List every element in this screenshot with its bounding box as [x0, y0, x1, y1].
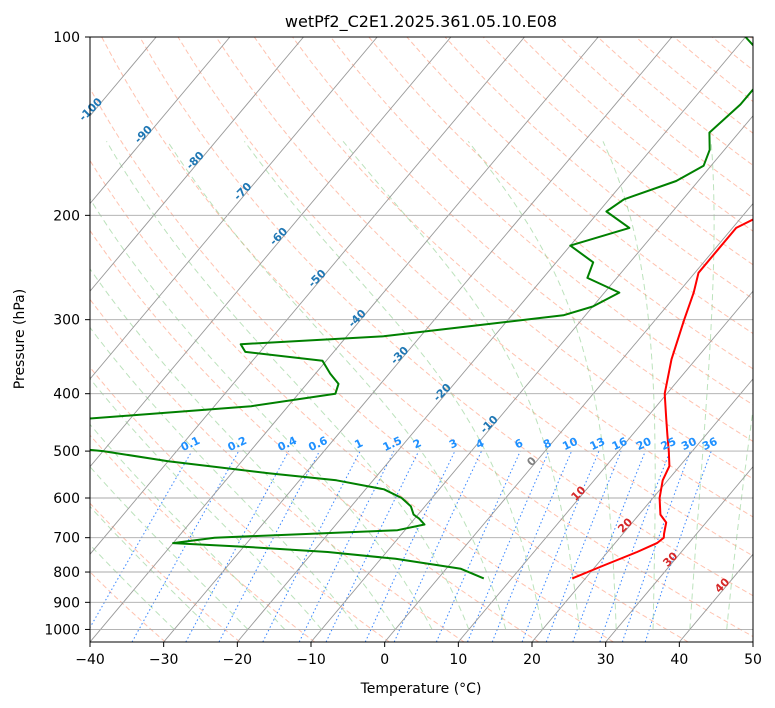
mixing-ratio-line: [467, 450, 550, 642]
y-axis-title: Pressure (hPa): [12, 289, 28, 389]
isotherm-line: [163, 37, 673, 642]
mixing-ratio-label: 20: [634, 435, 654, 453]
dry-adiabat-line: [90, 298, 465, 642]
mixing-ratio-line: [599, 450, 671, 642]
mixing-ratio-line: [185, 450, 290, 642]
x-tick-label: −40: [75, 652, 105, 668]
y-tick-label: 200: [53, 208, 80, 224]
dry-adiabat-line: [177, 37, 753, 557]
moist-adiabat-line: [90, 423, 286, 630]
dry-adiabat-line: [139, 37, 753, 597]
mixing-ratio-line: [298, 450, 395, 642]
y-tick-label: 500: [53, 444, 80, 460]
x-tick-label: −20: [223, 652, 253, 668]
y-tick-label: 700: [53, 531, 80, 547]
dry-adiabat-line: [749, 37, 753, 40]
isotherm-line: [457, 290, 753, 642]
moist-adiabat-line: [243, 141, 543, 630]
chart-title: wetPf2_C2E1.2025.361.05.10.E08: [285, 12, 557, 32]
y-tick-label: 600: [53, 491, 80, 507]
moist-adiabat-line: [726, 406, 753, 630]
mixing-ratio-label: 25: [659, 435, 678, 453]
mixing-ratio-line: [545, 450, 622, 642]
isotherm-line: [752, 641, 753, 642]
mixing-ratio-line: [218, 450, 320, 642]
grid-lines: [0, 37, 753, 642]
x-tick-label: 0: [380, 652, 389, 668]
y-tick-label: 800: [53, 565, 80, 581]
profile-series: [90, 37, 753, 580]
x-tick-label: 30: [597, 652, 615, 668]
moist-adiabat-line: [602, 141, 656, 630]
x-tick-label: −30: [149, 652, 179, 668]
moist-adiabat-line: [689, 141, 715, 630]
y-tick-label: 400: [53, 387, 80, 403]
mixing-ratio-line: [572, 450, 646, 642]
dry-adiabat-line: [90, 159, 614, 642]
x-tick-label: 10: [449, 652, 467, 668]
mixing-ratio-line: [521, 450, 600, 642]
dewpoint-line: [90, 37, 753, 580]
dry-adiabat-line: [368, 37, 753, 370]
temperature-line: [571, 218, 753, 580]
plot-background: [90, 37, 753, 642]
isotherm-line: [0, 37, 9, 642]
x-tick-label: 40: [670, 652, 688, 668]
mixing-ratio-label: 13: [588, 435, 607, 453]
isotherm-line: [90, 37, 231, 205]
dry-adiabat-line: [90, 229, 540, 642]
isotherm-line: [90, 37, 525, 555]
isotherm-line: [90, 37, 378, 380]
isotherm-line: [384, 202, 753, 642]
isotherm-line: [310, 115, 753, 642]
mixing-ratio-label: 36: [700, 435, 720, 453]
y-tick-label: 100: [53, 30, 80, 46]
y-tick-label: 300: [53, 313, 80, 329]
isotherm-line: [531, 378, 753, 642]
x-tick-label: 50: [744, 652, 762, 668]
plot-frame: [89, 36, 754, 643]
moist-adiabat-line: [90, 198, 433, 630]
y-tick-label: 900: [53, 595, 80, 611]
moist-adiabat-line: [342, 140, 580, 630]
mixing-ratio-label: 30: [679, 435, 699, 453]
x-tick-label: −10: [296, 652, 326, 668]
mixing-ratio-line: [435, 450, 521, 642]
moist-adiabat-line: [90, 326, 359, 630]
mixing-ratio-label: 10: [560, 435, 580, 453]
isotherm-line: [90, 37, 599, 642]
x-tick-label: 20: [523, 652, 541, 668]
moist-adiabat-line: [167, 141, 507, 630]
dry-adiabat-line: [444, 37, 753, 300]
isotherm-line: [90, 37, 452, 468]
isotherm-line: [605, 465, 753, 642]
mixing-ratio-line: [621, 450, 691, 642]
moist-adiabat-line: [106, 141, 470, 630]
dry-adiabat-line: [90, 502, 241, 642]
moist-adiabat-line: [90, 268, 396, 630]
dry-adiabat-line: [215, 37, 753, 518]
x-axis-title: Temperature (°C): [360, 681, 482, 697]
dry-adiabat-line: [90, 366, 390, 642]
moist-adiabat-line: [90, 466, 249, 630]
axis-ticks: −40 −30 −20 −10 0 10 20 30 40 50 100 200 300 400 500 60…: [44, 30, 762, 668]
mixing-ratio-line: [644, 450, 712, 642]
y-tick-label: 1000: [44, 622, 80, 638]
dry-adiabat-line: [90, 434, 316, 642]
mixing-ratio-label: 16: [610, 435, 630, 453]
isotherm-line: [236, 37, 746, 642]
dry-adiabat-line: [90, 87, 689, 642]
mixing-ratio-line: [262, 450, 361, 642]
dry-adiabat-line: [330, 37, 753, 406]
moist-adiabat-line: [90, 377, 322, 630]
isotherm-line: [90, 37, 304, 292]
moist-adiabat-line: [90, 505, 212, 630]
dry-adiabat-line: [253, 37, 753, 480]
